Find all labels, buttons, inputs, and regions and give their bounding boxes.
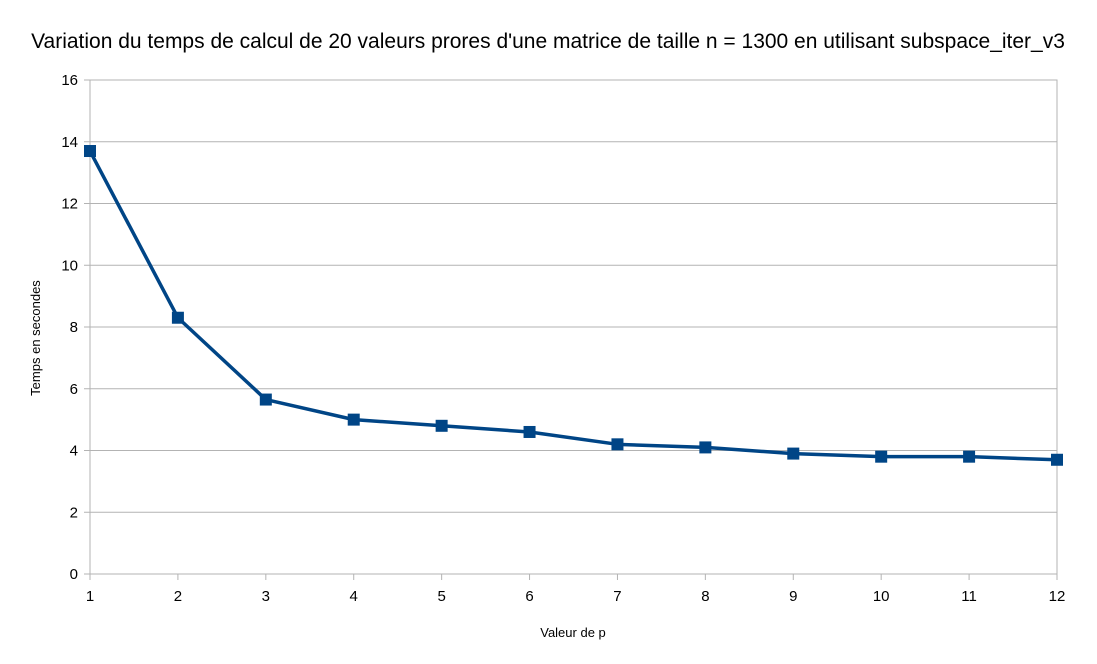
x-tick-label: 7	[613, 588, 621, 605]
x-tick-label: 1	[86, 588, 94, 605]
x-tick-label: 8	[701, 588, 709, 605]
x-tick-label: 12	[1049, 588, 1066, 605]
y-tick-label: 0	[70, 566, 78, 583]
y-tick-label: 14	[61, 134, 78, 151]
x-tick-label: 4	[350, 588, 358, 605]
x-tick-label: 11	[961, 588, 977, 605]
x-tick-label: 9	[789, 588, 797, 605]
data-point-marker	[963, 450, 976, 463]
data-point-marker	[259, 393, 272, 406]
series-line	[88, 149, 1059, 462]
y-tick-label: 12	[61, 196, 78, 213]
x-tick-label: 2	[174, 588, 182, 605]
x-tick-label: 3	[262, 588, 270, 605]
y-tick-label: 2	[70, 504, 78, 521]
x-axis-label: Valeur de p	[540, 625, 606, 640]
data-point-marker	[523, 425, 536, 438]
x-tick-label: 10	[873, 588, 890, 605]
data-point-marker	[787, 447, 800, 460]
series-layer	[84, 145, 1063, 466]
y-tick-label: 6	[70, 381, 78, 398]
data-point-marker	[435, 419, 448, 432]
data-point-marker	[699, 441, 712, 454]
data-point-marker	[171, 311, 184, 324]
y-tick-label: 8	[70, 319, 78, 336]
chart-title: Variation du temps de calcul de 20 valeu…	[31, 30, 1065, 53]
y-axis-ticks: 0 2 4 6 8 10 12 14 16	[61, 72, 90, 583]
x-tick-label: 5	[437, 588, 445, 605]
data-point-marker	[84, 145, 96, 158]
data-point-marker	[347, 413, 360, 426]
y-tick-label: 4	[70, 443, 78, 460]
x-axis-ticks: 1 2 3 4 5 6 7 8 9 10 11 12	[86, 574, 1066, 605]
y-tick-label: 10	[61, 257, 78, 274]
data-point-marker	[1051, 453, 1063, 466]
grid	[90, 79, 1057, 575]
y-tick-label: 16	[61, 72, 78, 89]
x-tick-label: 6	[525, 588, 533, 605]
data-point-marker	[875, 450, 888, 463]
y-axis-label: Temps en secondes	[28, 280, 43, 396]
data-point-marker	[611, 438, 624, 451]
